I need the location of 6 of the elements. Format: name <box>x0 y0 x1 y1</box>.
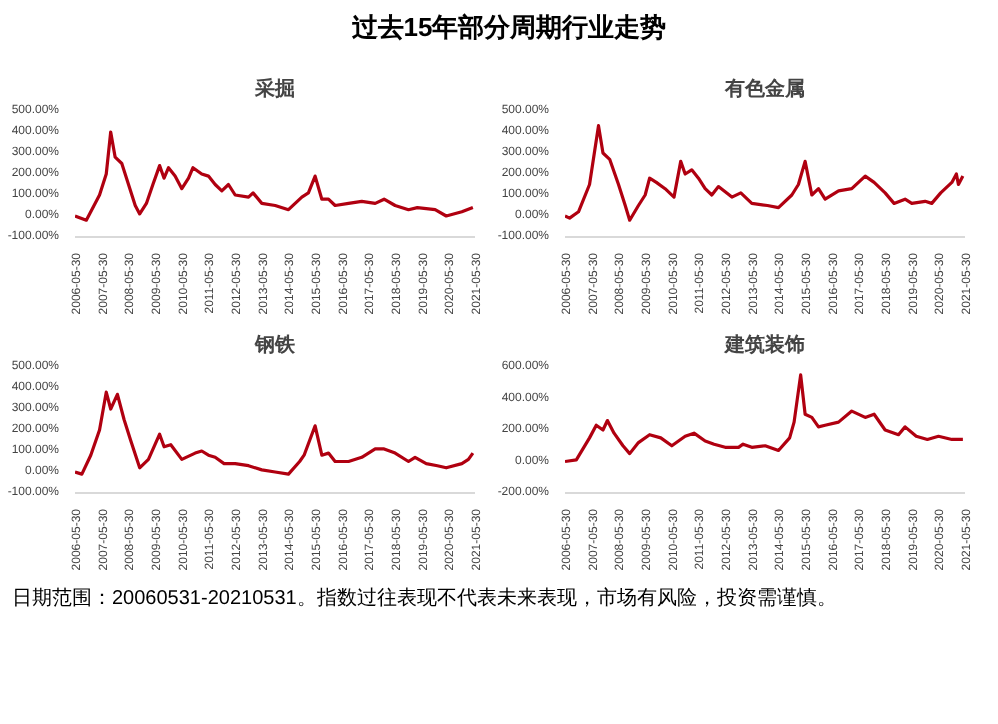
chart-title: 采掘 <box>253 77 295 101</box>
chart-title: 建筑装饰 <box>723 333 805 357</box>
chart-title: 钢铁 <box>253 333 297 357</box>
text: 过去15年部分周期行业走势 <box>351 10 667 46</box>
text: 日期范围：20060531-20210531。指数过往表现不代表未来表现，市场有风险，投资需谨慎。 <box>12 586 837 614</box>
chart-title: 有色金属 <box>723 77 805 101</box>
